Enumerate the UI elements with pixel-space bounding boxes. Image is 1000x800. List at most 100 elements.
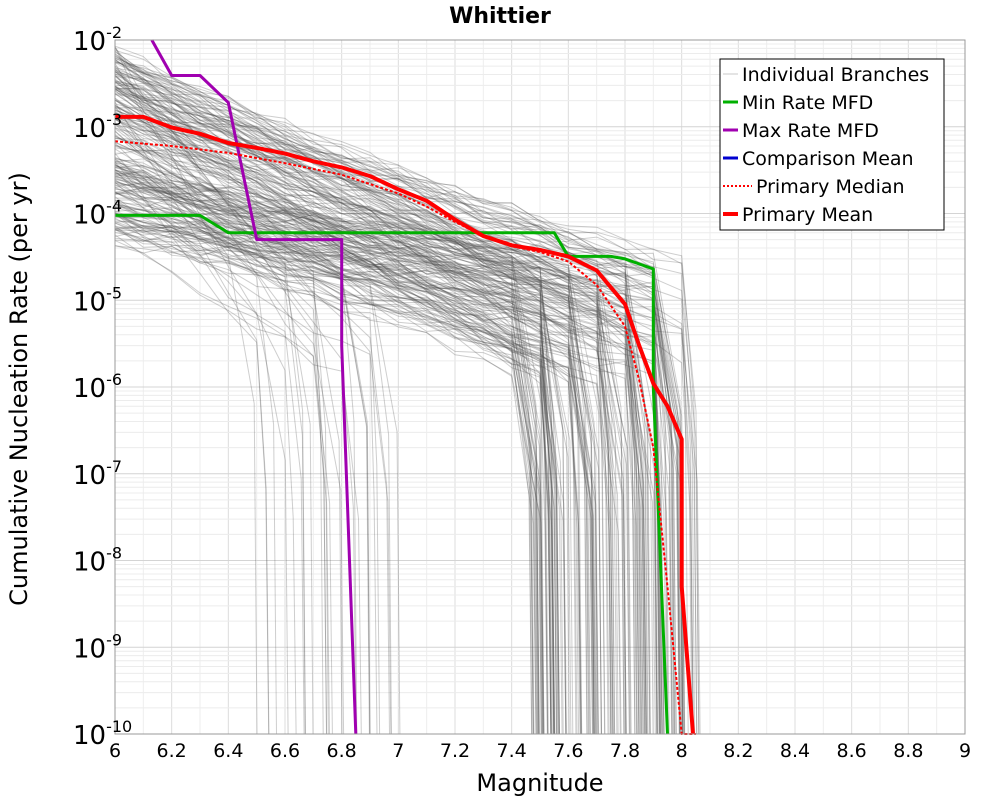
primary-median-line (114, 140, 696, 735)
branch-line (114, 178, 583, 735)
branch-line (114, 158, 627, 735)
branch-line (114, 141, 646, 735)
branch-line (114, 82, 700, 735)
branch-line (114, 109, 641, 735)
branch-line (114, 97, 612, 735)
branch-line (114, 61, 684, 735)
branch-line (114, 128, 552, 735)
branch-line (114, 177, 622, 735)
branch-line (114, 225, 555, 735)
max-rate-mfd-line (150, 39, 358, 735)
y-tick-label: 10-4 (73, 197, 122, 231)
branch-line (114, 224, 621, 735)
y-tick-label: 10-6 (73, 370, 122, 404)
branch-line (114, 71, 680, 735)
branch-line (114, 130, 324, 735)
x-tick-label: 6 (109, 740, 121, 762)
branch-line (114, 169, 595, 735)
branch-line (114, 69, 572, 735)
branch-line (114, 229, 606, 735)
branch-line (114, 101, 270, 735)
branch-line (114, 68, 555, 735)
branch-line (114, 45, 681, 735)
branch-line (114, 65, 682, 735)
y-tick-label: 10-3 (73, 110, 122, 144)
branch-line (114, 161, 314, 735)
branch-line (114, 56, 642, 735)
branch-line (114, 87, 588, 735)
branch-line (114, 152, 306, 735)
branch-line (114, 71, 548, 735)
branch-line (114, 70, 590, 735)
x-axis-ticks: 6 6.2 6.4 6.6 6.8 7 7.2 7.4 7.6 7.8 8 8.2 8.4 8.6 8.8 9 (109, 740, 971, 762)
branch-line (114, 176, 597, 735)
branch-line (114, 228, 613, 735)
branch-line (114, 164, 560, 735)
branch-line (114, 142, 258, 735)
branch-line (114, 105, 670, 735)
branch-line (114, 169, 618, 735)
branch-line (114, 117, 606, 735)
y-axis-ticks: 10-2 10-3 10-4 10-5 10-6 10-7 10-8 10-9 10-10 (73, 23, 132, 751)
branch-line (114, 118, 595, 735)
branch-line (114, 107, 577, 735)
branch-line (114, 55, 595, 735)
branch-line (114, 161, 270, 735)
branch-line (114, 208, 616, 735)
branch-line (114, 214, 614, 735)
branch-line (114, 164, 668, 735)
x-tick-label: 8.8 (893, 740, 923, 762)
y-tick-label: 10-9 (73, 630, 122, 664)
branch-line (114, 76, 698, 735)
branch-line (114, 88, 675, 735)
branch-line (114, 156, 535, 735)
branch-line (114, 81, 642, 735)
branch-line (114, 186, 329, 735)
y-tick-label: 10-2 (73, 23, 122, 57)
branch-line (114, 88, 684, 735)
branch-line (114, 191, 685, 735)
branch-line (114, 99, 539, 735)
branch-line (114, 131, 327, 735)
branch-line (114, 212, 602, 735)
branch-line (114, 59, 593, 735)
branch-line (114, 57, 647, 735)
branch-line (114, 166, 560, 735)
y-tick-label: 10-10 (73, 717, 132, 751)
branch-line (114, 62, 658, 735)
branch-line (114, 176, 677, 735)
branch-line (114, 181, 553, 735)
branch-line (114, 180, 627, 735)
branch-line (114, 169, 289, 735)
branch-line (114, 188, 682, 735)
branch-line (114, 46, 297, 735)
x-tick-label: 6.8 (327, 740, 357, 762)
branch-line (114, 226, 643, 735)
branch-line (114, 93, 581, 735)
legend-label: Max Rate MFD (742, 120, 879, 142)
branch-line (114, 164, 599, 735)
branch-line (114, 104, 549, 735)
branch-line (114, 228, 557, 735)
branch-line (114, 97, 656, 735)
branch-line (114, 169, 674, 735)
branch-line (114, 81, 694, 735)
branch-line (114, 183, 559, 735)
branch-line (114, 203, 591, 735)
branch-line (114, 192, 560, 735)
x-tick-label: 6.4 (213, 740, 243, 762)
branch-line (114, 99, 663, 735)
x-axis-label: Magnitude (476, 769, 603, 797)
branch-line (114, 135, 663, 735)
branch-line (114, 115, 390, 735)
branch-line (114, 85, 640, 735)
plot-frame (114, 39, 966, 735)
branch-line (114, 137, 638, 735)
branch-line (114, 182, 647, 735)
branch-line (114, 51, 644, 735)
x-tick-label: 8 (676, 740, 688, 762)
x-tick-label: 7.4 (497, 740, 527, 762)
branch-line (114, 104, 563, 735)
x-tick-label: 6.6 (270, 740, 300, 762)
branch-line (114, 181, 673, 735)
